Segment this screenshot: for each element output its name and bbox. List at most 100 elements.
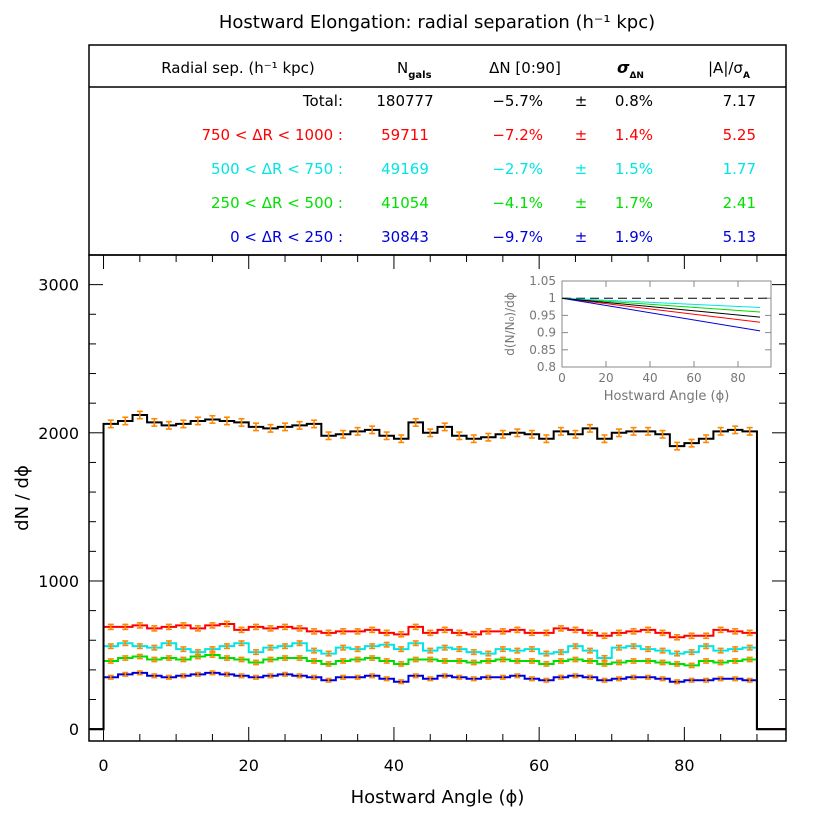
error-bar <box>136 622 143 629</box>
error-bar <box>703 643 710 650</box>
error-bar <box>369 643 376 650</box>
error-bar <box>470 649 477 656</box>
row-ratio: 5.25 <box>723 126 756 144</box>
error-bar <box>514 647 521 654</box>
error-bar <box>412 656 419 663</box>
error-bar <box>659 647 666 654</box>
error-bar <box>601 632 608 640</box>
error-bar <box>674 441 681 451</box>
error-bar <box>528 646 535 653</box>
error-bar <box>165 655 172 661</box>
error-bar <box>354 646 361 653</box>
error-bar <box>456 646 463 653</box>
error-bar <box>601 434 608 444</box>
inset-y-axis-label: d(N/N₀)/dϕ <box>503 292 517 355</box>
row-plusminus: ± <box>575 228 588 246</box>
row-sigma: 1.7% <box>615 194 653 212</box>
error-bar <box>122 416 129 426</box>
table-rows: Total: 180777 −5.7% ±0.8% 7.17 750 < ΔR < 100… <box>201 92 756 246</box>
error-bar <box>136 410 143 420</box>
inset-y-tick-label: 1.05 <box>529 274 556 288</box>
x-tick-label: 60 <box>529 756 549 775</box>
error-bar <box>311 419 318 429</box>
error-bar <box>514 658 521 664</box>
row-delta-n: −9.7% <box>492 228 543 246</box>
error-bar <box>325 677 332 683</box>
error-bar <box>252 674 259 680</box>
error-bar <box>383 431 390 441</box>
error-bar <box>630 426 637 436</box>
inset-y-tick-label: 1 <box>548 291 556 305</box>
header-radial-sep: Radial sep. (h⁻¹ kpc) <box>161 59 315 77</box>
error-bar <box>209 414 216 424</box>
error-bar <box>703 658 710 664</box>
error-bar <box>674 679 681 685</box>
error-bar <box>354 628 361 635</box>
error-bar <box>238 626 245 634</box>
error-bar <box>296 655 303 661</box>
error-bar <box>325 650 332 657</box>
error-bar <box>543 650 550 657</box>
error-bar <box>427 629 434 637</box>
x-tick-label: 0 <box>98 756 108 775</box>
error-bar <box>528 676 535 682</box>
error-bar <box>616 428 623 438</box>
error-bar <box>674 650 681 657</box>
table-row: 750 < ΔR < 1000 : 59711 −7.2% ±1.4% 5.25 <box>201 126 756 144</box>
error-bar <box>586 647 593 654</box>
error-bar <box>717 426 724 436</box>
error-bar <box>252 623 259 631</box>
error-bar <box>209 622 216 629</box>
error-bar <box>441 422 448 432</box>
error-bar <box>456 674 463 680</box>
inset-x-axis-label: Hostward Angle (ϕ) <box>604 389 730 404</box>
error-bar <box>223 655 230 661</box>
error-bar <box>383 629 390 637</box>
error-bar <box>645 626 652 634</box>
error-bar <box>717 659 724 666</box>
error-bar <box>311 628 318 635</box>
error-bar <box>238 673 245 679</box>
error-bar <box>107 419 114 429</box>
error-bar <box>717 676 724 682</box>
histogram-series <box>89 671 786 731</box>
error-bar <box>630 628 637 635</box>
error-bar <box>398 679 405 685</box>
error-bar <box>543 661 550 667</box>
inset-y-tick-label: 0.9 <box>537 326 556 340</box>
error-bar <box>282 422 289 432</box>
x-tick-label: 40 <box>384 756 404 775</box>
error-bar <box>340 429 347 439</box>
error-bar <box>572 643 579 650</box>
error-bar <box>703 677 710 683</box>
header-ngals: Ngals <box>397 59 432 81</box>
error-bar <box>586 629 593 637</box>
error-bar <box>107 643 114 650</box>
error-bar <box>557 649 564 656</box>
error-bar <box>136 653 143 660</box>
histogram-series <box>89 622 786 731</box>
error-bar <box>194 416 201 426</box>
error-bar <box>180 622 187 629</box>
error-bar <box>340 644 347 651</box>
error-bar <box>499 429 506 439</box>
error-bar <box>369 655 376 661</box>
error-bar <box>427 647 434 654</box>
error-bar <box>470 630 477 638</box>
error-bar <box>630 658 637 664</box>
error-bar <box>267 644 274 651</box>
inset-x-tick-label: 60 <box>686 371 701 385</box>
error-bar <box>616 629 623 637</box>
error-bar <box>616 676 623 682</box>
error-bar <box>369 626 376 634</box>
error-bar <box>252 659 259 666</box>
error-bar <box>340 658 347 664</box>
error-bar <box>630 643 637 650</box>
error-bar <box>194 625 201 632</box>
row-ngals: 59711 <box>381 126 429 144</box>
error-bar <box>398 661 405 667</box>
error-bar <box>238 640 245 647</box>
error-bar <box>122 655 129 661</box>
error-bar <box>151 417 158 427</box>
error-bar <box>717 647 724 654</box>
